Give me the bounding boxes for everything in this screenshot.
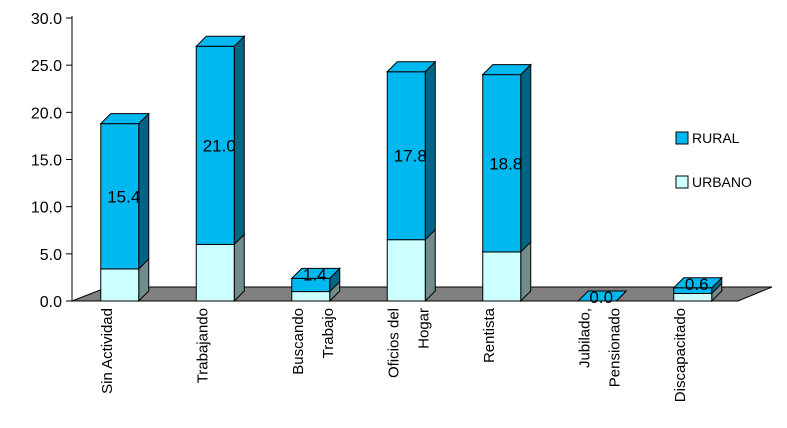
- data-label: 17.8: [394, 147, 427, 166]
- bar-side: [424, 228, 436, 303]
- data-label: 0.6: [685, 275, 709, 294]
- category-label-line: Jubilado,: [576, 308, 593, 368]
- bar-segment-rural: [195, 35, 245, 246]
- y-tick-label: 10.0: [31, 200, 62, 217]
- legend-swatch: [675, 131, 689, 145]
- bar-front: [100, 268, 140, 302]
- bar-segment-rural: [482, 63, 532, 254]
- bar-segment-rural: [386, 60, 436, 241]
- category-label-line: Trabajo: [320, 308, 337, 358]
- bar-segment-urbano: [482, 240, 532, 303]
- category-label-line: Oficios del: [385, 308, 402, 378]
- legend-label: RURAL: [692, 130, 740, 146]
- y-tick-label: 0.0: [40, 294, 62, 311]
- category-label: Oficios del Hogar: [385, 308, 432, 378]
- bar-side: [233, 233, 245, 303]
- category-label-line: Sin Actividad: [99, 308, 116, 394]
- bar-top: [386, 61, 437, 73]
- bar-front: [291, 291, 331, 302]
- category-label-line: Pensionado: [606, 308, 623, 387]
- data-label: 18.8: [489, 154, 522, 173]
- y-tick-label: 15.0: [31, 153, 62, 170]
- legend: RURAL URBANO: [675, 130, 752, 190]
- y-tick-label: 20.0: [31, 105, 62, 122]
- legend-label: URBANO: [692, 174, 752, 190]
- legend-swatch: [675, 175, 689, 189]
- bar-segment-urbano: [673, 282, 723, 303]
- bar-segment-urbano: [195, 233, 245, 303]
- data-label: 1.4: [303, 265, 327, 284]
- bar-segment-urbano: [100, 257, 150, 303]
- category-label: Rentista: [481, 307, 498, 363]
- category-label-line: Discapacitado: [672, 308, 689, 402]
- data-label: 0.0: [589, 288, 613, 307]
- bar-top: [481, 64, 532, 76]
- bar-front: [386, 239, 426, 302]
- category-label-line: Buscando: [290, 308, 307, 375]
- legend-item-rural: RURAL: [675, 130, 740, 146]
- category-label-line: Hogar: [415, 308, 432, 349]
- bar-top: [672, 277, 723, 289]
- y-tick-label: 30.0: [31, 11, 62, 28]
- category-label: Jubilado, Pensionado: [576, 308, 623, 387]
- category-label: Discapacitado: [672, 308, 689, 402]
- bar-segment-rural: [100, 112, 150, 271]
- bar-front: [195, 243, 235, 302]
- bar-front: [100, 123, 140, 270]
- category-label: Sin Actividad: [99, 308, 116, 394]
- category-label-line: Trabajando: [194, 308, 211, 383]
- bar-front: [482, 251, 522, 302]
- data-label: 15.4: [107, 187, 140, 206]
- bar-top: [195, 35, 246, 47]
- y-tick-label: 25.0: [31, 58, 62, 75]
- bar-front: [673, 292, 713, 302]
- legend-item-urbano: URBANO: [675, 174, 752, 190]
- data-label: 21.0: [203, 136, 236, 155]
- y-tick-label: 5.0: [40, 247, 62, 264]
- category-label: Trabajando: [194, 308, 211, 383]
- bar-front: [386, 71, 426, 241]
- category-label-line: Rentista: [481, 307, 498, 363]
- bar-top: [290, 267, 341, 279]
- category-label: Buscando Trabajo: [290, 308, 337, 375]
- bar-segment-urbano: [386, 228, 436, 303]
- bar-top: [577, 290, 628, 302]
- bar-top: [99, 113, 150, 125]
- bar-front: [482, 74, 522, 253]
